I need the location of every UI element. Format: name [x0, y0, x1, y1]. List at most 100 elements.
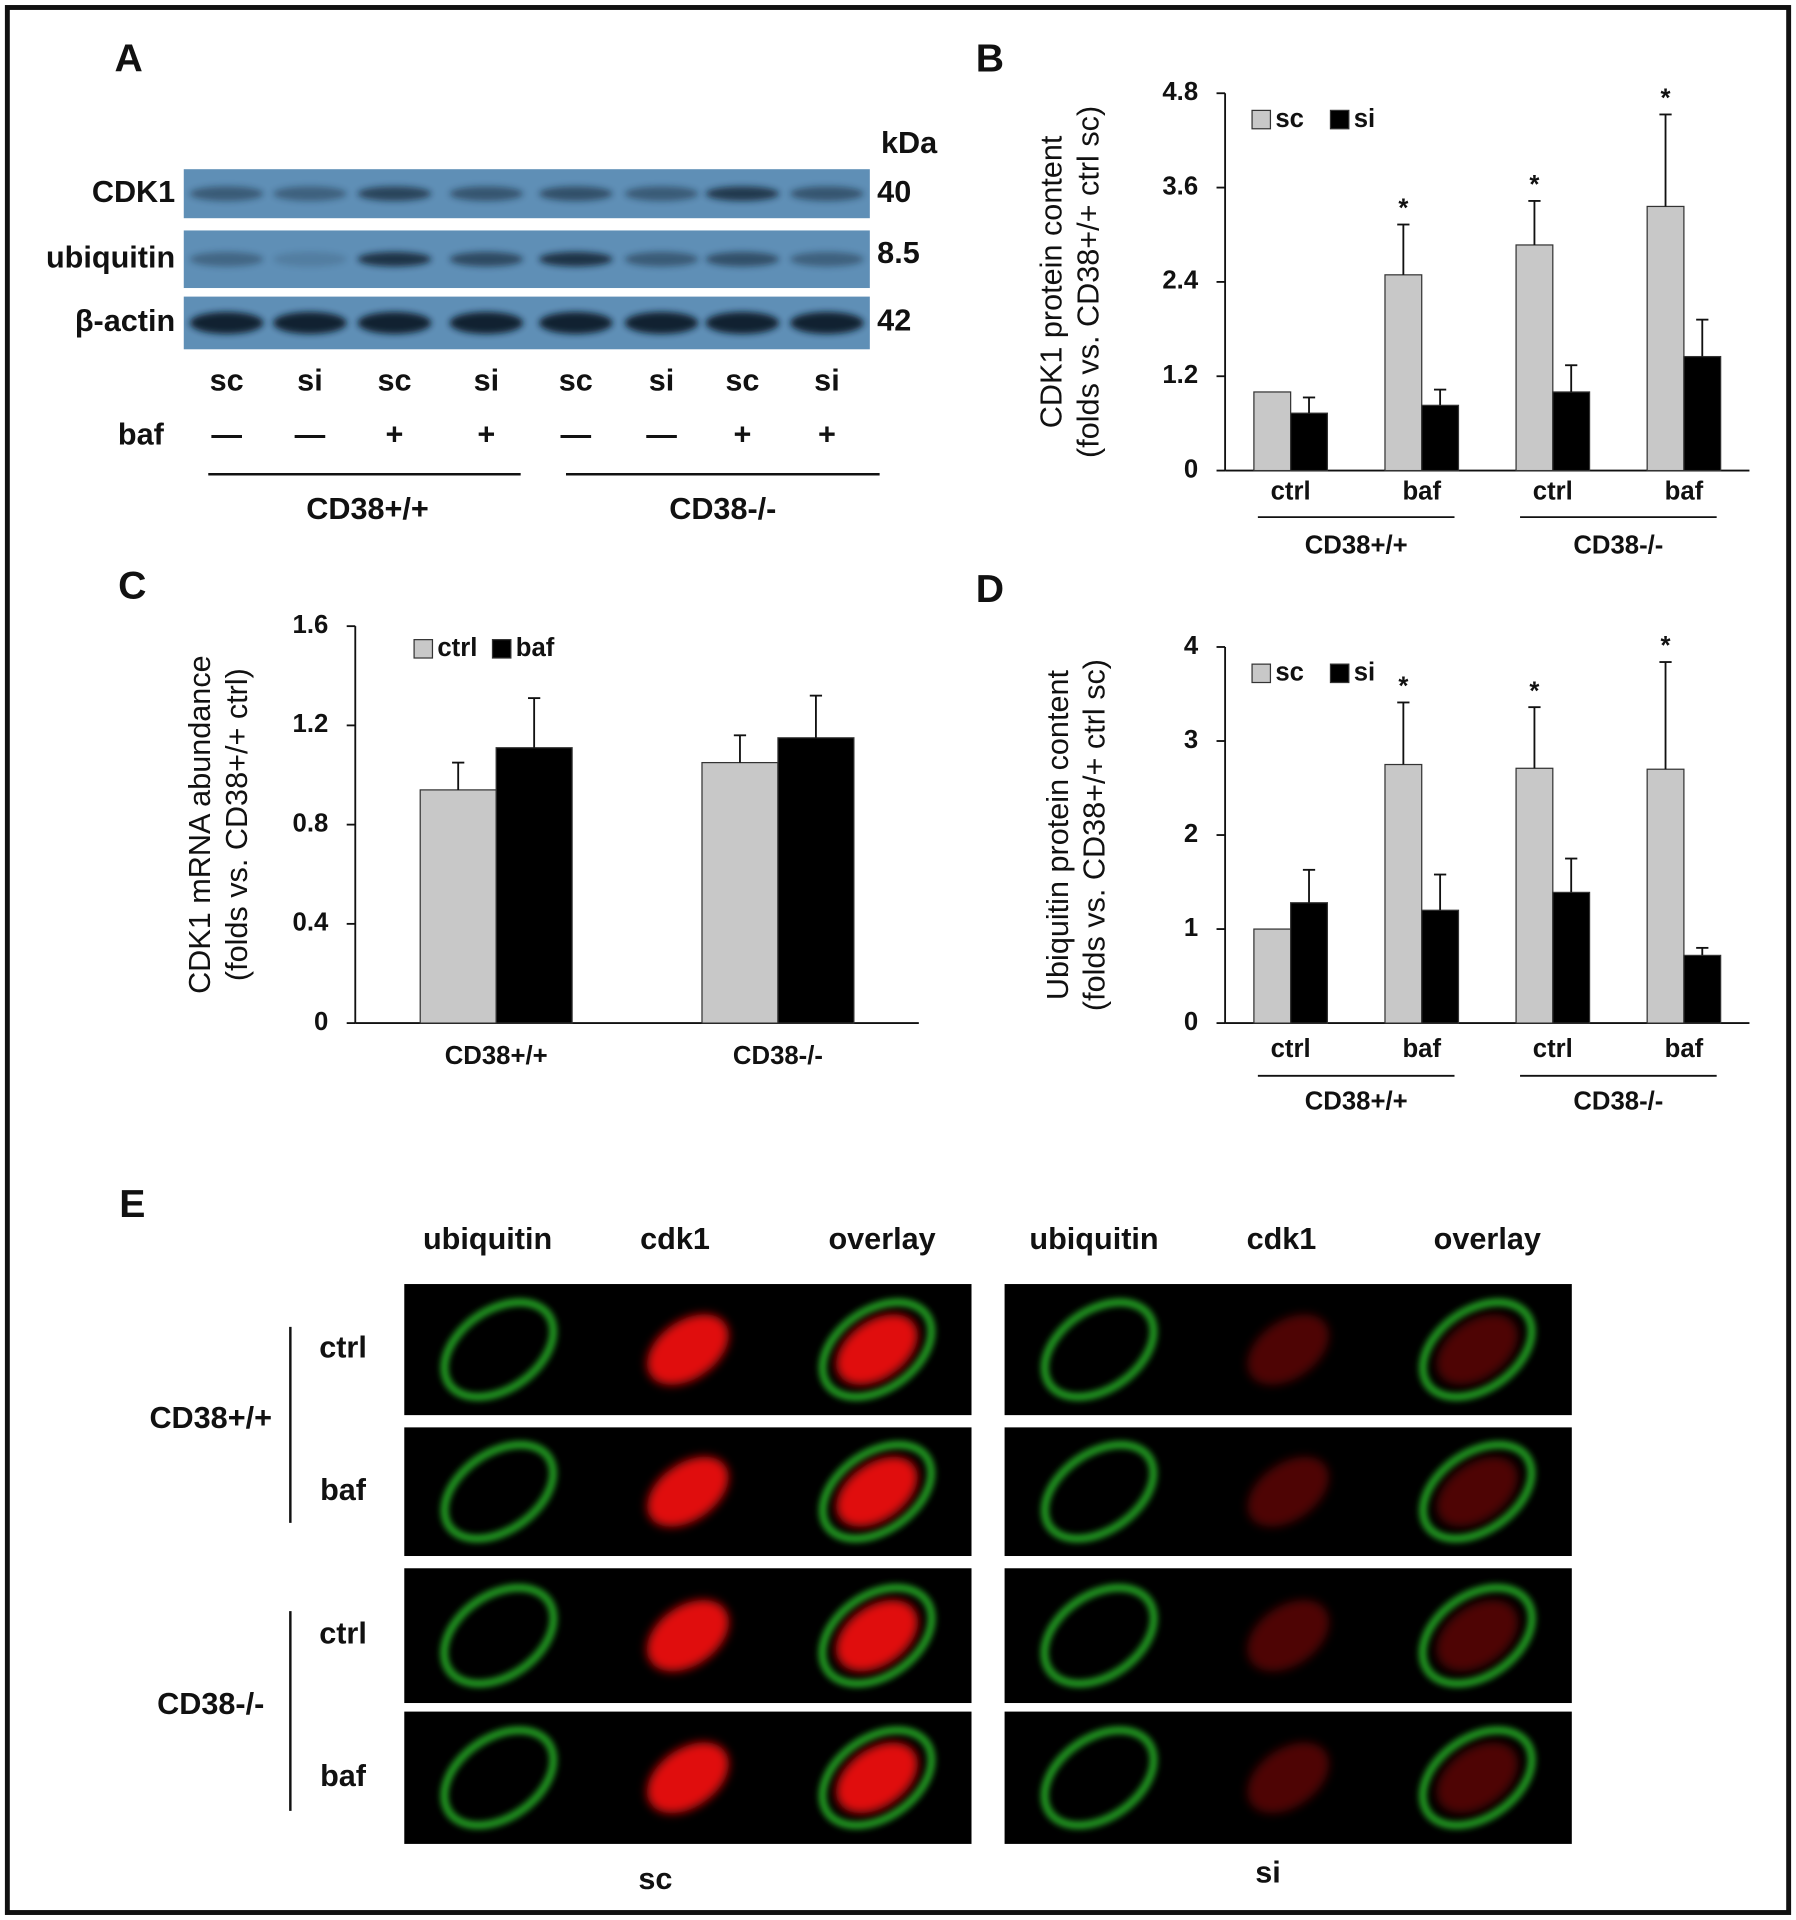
panel-label: E — [119, 1183, 145, 1226]
legend-swatch — [491, 639, 512, 659]
bar — [1384, 274, 1423, 472]
blot-band — [539, 311, 613, 334]
x-tick-label: baf — [1665, 1035, 1704, 1063]
lane-label: si — [814, 363, 840, 397]
cell-green — [818, 1726, 936, 1829]
cell-red — [647, 1742, 729, 1814]
x-tick-label: ctrl — [1533, 477, 1573, 505]
panel-label: C — [118, 565, 146, 608]
blot-row-label: ubiquitin — [46, 240, 175, 274]
cell-green — [1041, 1441, 1158, 1543]
y-axis-label: Ubiquitin protein content — [1041, 669, 1075, 1000]
x-tick-label: ctrl — [1533, 1035, 1573, 1063]
y-tick-label: 4 — [1184, 632, 1199, 660]
panel-label: D — [976, 568, 1004, 611]
bar — [419, 789, 497, 1024]
lane-label: sc — [559, 363, 593, 397]
blot-band — [624, 311, 699, 334]
cell-green — [1419, 1298, 1536, 1401]
cell-green — [818, 1298, 936, 1401]
cell-green — [819, 1441, 935, 1543]
bar — [777, 737, 855, 1024]
bar — [1646, 768, 1685, 1024]
bar — [1421, 404, 1460, 472]
y-tick-label: 3.6 — [1162, 172, 1198, 200]
western-blot: kDa CDK1 40 ubiquitin 8.5 β-actin 42 sc — si — sc + s… — [46, 126, 938, 526]
cell-green — [1418, 1583, 1536, 1688]
y-tick-label: 1.6 — [293, 611, 329, 639]
cell-green — [440, 1298, 557, 1401]
blot-band — [449, 311, 524, 334]
cell-red — [1247, 1314, 1329, 1385]
blot-band — [357, 251, 432, 267]
cell-green — [1040, 1726, 1158, 1829]
group-label: CD38-/- — [157, 1687, 264, 1721]
legend-label: sc — [1275, 659, 1304, 687]
legend-swatch — [1251, 109, 1272, 130]
cell-green — [440, 1583, 558, 1688]
kda-value: 42 — [877, 303, 911, 337]
legend-label: sc — [1275, 105, 1304, 133]
bar — [1552, 891, 1591, 1024]
blot-band — [273, 311, 347, 334]
legend-swatch — [1329, 663, 1350, 684]
group-label: CD38-/- — [1573, 531, 1663, 559]
group-label: CD38-/- — [1573, 1088, 1663, 1116]
cell-red — [1436, 1314, 1518, 1385]
bar — [1552, 391, 1591, 472]
treatment-mark: — — [211, 417, 242, 451]
row-label: baf — [320, 1759, 367, 1793]
bar — [1384, 763, 1423, 1024]
blot-band — [624, 251, 699, 267]
bar — [495, 747, 573, 1024]
legend-label: ctrl — [437, 634, 477, 662]
y-tick-label: 4.8 — [1162, 78, 1198, 106]
y-tick-label: 1.2 — [1162, 361, 1198, 389]
column-header: cdk1 — [1247, 1222, 1317, 1256]
column-header: overlay — [828, 1222, 935, 1256]
blot-band — [449, 186, 524, 202]
lane-label: sc — [725, 363, 759, 397]
cell-red — [836, 1456, 918, 1527]
group-label: CD38+/+ — [1305, 531, 1408, 559]
legend-label: si — [1354, 105, 1375, 133]
cell-red — [1247, 1742, 1329, 1814]
column-header: overlay — [1434, 1222, 1541, 1256]
cell-red — [1436, 1456, 1518, 1527]
y-tick-label: 2.4 — [1162, 267, 1198, 295]
bar — [1421, 909, 1460, 1024]
cell-green — [1419, 1726, 1536, 1829]
legend-swatch — [413, 639, 434, 659]
x-tick-label: CD38+/+ — [445, 1042, 548, 1070]
cell-red — [836, 1742, 918, 1814]
bar — [1253, 391, 1292, 472]
blot-band — [357, 311, 432, 334]
cell-green — [1040, 1583, 1158, 1688]
group-label: CD38+/+ — [306, 492, 429, 526]
y-tick-label: 0 — [1184, 455, 1198, 483]
bar — [1290, 902, 1329, 1024]
row-label: ctrl — [319, 1617, 367, 1651]
blot-band — [449, 251, 524, 267]
significance: * — [1398, 195, 1408, 223]
row-label: ctrl — [319, 1331, 367, 1365]
significance: * — [1661, 632, 1671, 660]
treatment-mark: + — [477, 417, 495, 451]
panel-label: A — [114, 38, 142, 81]
cell-red — [836, 1600, 918, 1672]
blot-band — [539, 251, 613, 267]
treatment-mark: — — [646, 417, 677, 451]
blot-band — [790, 311, 864, 334]
bar — [1253, 928, 1292, 1024]
y-tick-label: 0.8 — [293, 809, 329, 837]
row-label: baf — [320, 1473, 367, 1507]
group-label: CD38+/+ — [1305, 1088, 1408, 1116]
legend-swatch — [1329, 109, 1350, 130]
blot-band — [705, 311, 780, 334]
bar — [701, 761, 779, 1024]
blot-band — [273, 186, 347, 202]
lane-label: sc — [210, 363, 244, 397]
cell-red — [1247, 1600, 1330, 1672]
